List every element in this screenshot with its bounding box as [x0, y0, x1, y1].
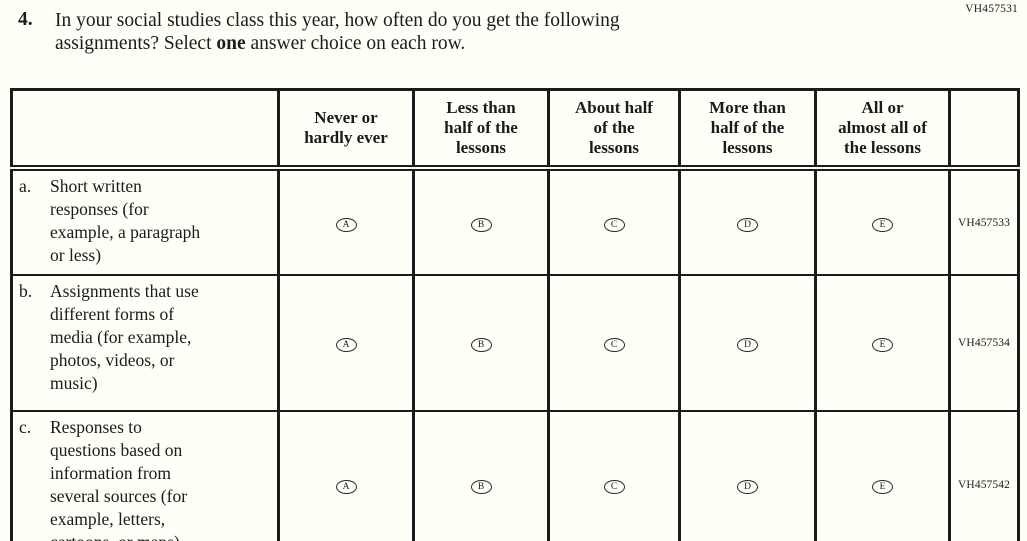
row-a-text: Short written responses (for example, a …: [50, 176, 201, 266]
row-b-text: Assignments that use different forms of …: [50, 281, 199, 394]
question-number: 4.: [18, 9, 33, 30]
row-b-item-code: VH457534: [948, 274, 1020, 412]
header-never: Never or hardly ever: [277, 88, 415, 171]
row-b-option-c-cell: C: [547, 274, 681, 412]
row-c-option-d-cell: D: [678, 409, 817, 541]
row-b-label-cell: b. Assignments that use different forms …: [10, 274, 280, 412]
row-c-option-b-cell: B: [412, 409, 550, 541]
header-row: Never or hardly ever Less than half of t…: [10, 88, 1020, 171]
row-a-item-code: VH457533: [948, 167, 1020, 276]
table-row-a: a. Short written responses (for example,…: [10, 167, 1020, 276]
header-code-cell: [948, 88, 1020, 171]
bubble-row-a-option-d[interactable]: D: [737, 217, 758, 232]
header-less-than-half: Less than half of the lessons: [412, 88, 550, 171]
question-text-start: In your social studies class this year, …: [55, 10, 620, 55]
row-c-letter: c.: [19, 417, 32, 437]
question-text-end: answer choice on each row.: [245, 33, 466, 55]
table-row-c: c. Responses to questions based on infor…: [10, 409, 1020, 541]
bubble-row-b-option-a[interactable]: A: [335, 338, 357, 352]
row-c-option-e-cell: E: [814, 409, 951, 541]
row-b-option-d-cell: D: [678, 274, 817, 412]
row-c-option-c-cell: C: [547, 409, 681, 541]
bubble-row-b-option-d[interactable]: D: [737, 338, 758, 352]
bubble-row-c-option-a[interactable]: A: [335, 480, 357, 495]
row-a-option-a-cell: A: [277, 167, 415, 276]
bubble-row-c-option-d[interactable]: D: [737, 480, 758, 495]
bubble-row-a-option-c[interactable]: C: [603, 217, 625, 232]
row-b-option-e-cell: E: [814, 274, 951, 412]
bubble-row-c-option-c[interactable]: C: [603, 480, 625, 495]
bubble-row-a-option-e[interactable]: E: [872, 217, 893, 232]
row-c-item-code: VH457542: [948, 409, 1020, 541]
bubble-row-c-option-e[interactable]: E: [872, 480, 893, 495]
row-c-label-cell: c. Responses to questions based on infor…: [10, 409, 280, 541]
bubble-row-b-option-c[interactable]: C: [603, 338, 625, 352]
question-bold-word: one: [216, 33, 246, 55]
row-a-label-cell: a. Short written responses (for example,…: [10, 167, 280, 276]
header-more-than-half: More than half of the lessons: [678, 88, 817, 171]
row-c-option-a-cell: A: [277, 409, 415, 541]
row-c-text: Responses to questions based on informat…: [50, 417, 188, 541]
row-a-option-e-cell: E: [814, 167, 951, 276]
bubble-row-a-option-b[interactable]: B: [470, 217, 492, 232]
question-text: In your social studies class this year, …: [55, 9, 620, 56]
row-b-option-b-cell: B: [412, 274, 550, 412]
bubble-row-a-option-a[interactable]: A: [335, 217, 357, 232]
response-grid: Never or hardly ever Less than half of t…: [10, 88, 1020, 541]
question-block: 4. In your social studies class this yea…: [18, 9, 808, 56]
row-b-letter: b.: [19, 281, 33, 301]
table-row-b: b. Assignments that use different forms …: [10, 274, 1020, 412]
row-b-option-a-cell: A: [277, 274, 415, 412]
bubble-row-c-option-b[interactable]: B: [470, 480, 492, 495]
form-code: VH457531: [965, 3, 1018, 15]
bubble-row-b-option-b[interactable]: B: [470, 338, 492, 352]
bubble-row-b-option-e[interactable]: E: [872, 338, 893, 352]
row-a-option-b-cell: B: [412, 167, 550, 276]
header-corner-cell: [10, 88, 280, 171]
row-a-option-c-cell: C: [547, 167, 681, 276]
header-about-half: About half of the lessons: [547, 88, 681, 171]
row-a-letter: a.: [19, 176, 32, 196]
header-all-or-almost-all: All or almost all of the lessons: [814, 88, 951, 171]
row-a-option-d-cell: D: [678, 167, 817, 276]
